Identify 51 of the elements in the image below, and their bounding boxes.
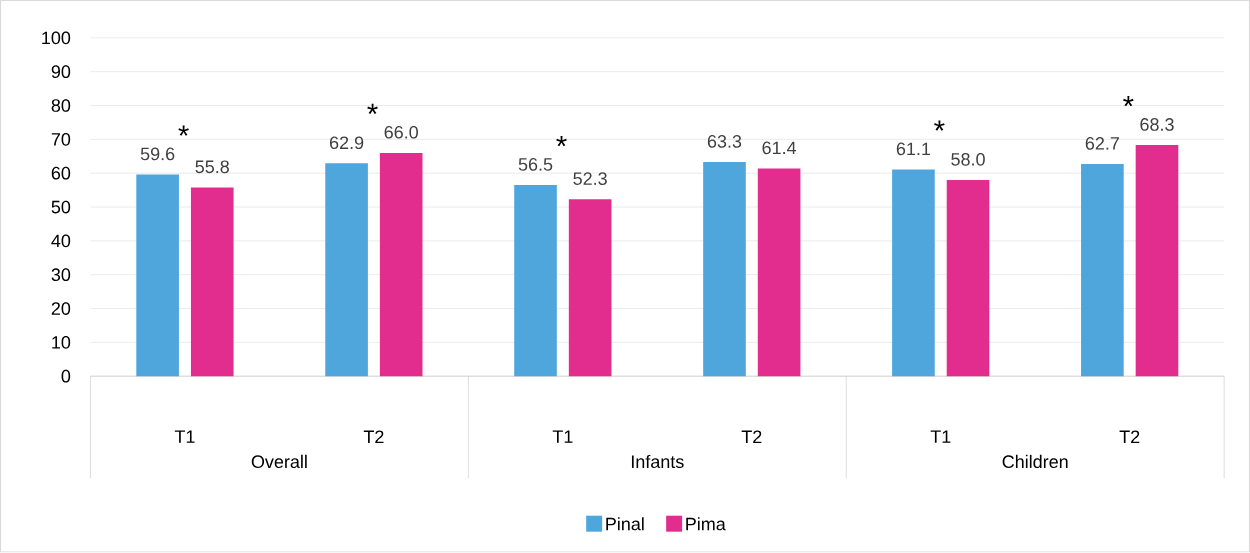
data-label: 62.7 <box>1085 137 1119 150</box>
x-tick-label: T1 <box>174 430 195 444</box>
annotation: * <box>178 125 189 136</box>
data-label: 68.3 <box>1140 118 1174 132</box>
bar <box>1135 145 1179 377</box>
annotation: * <box>556 136 567 147</box>
y-tick-label: 80 <box>51 99 71 113</box>
text: Children <box>1002 455 1068 469</box>
data-label: 61.4 <box>762 141 797 155</box>
y-tick-label: 90 <box>51 65 71 79</box>
annotation: * <box>934 120 945 131</box>
data-label: 66.0 <box>384 126 418 139</box>
annotation: * <box>1123 96 1134 107</box>
bar <box>946 180 990 377</box>
x-tick-label: T1 <box>930 430 951 444</box>
y-tick-label: 0 <box>61 370 71 383</box>
y-tick-label: 60 <box>51 167 71 180</box>
y-tick-label: 70 <box>51 133 71 146</box>
data-label: 63.3 <box>707 135 742 148</box>
bar <box>568 199 612 377</box>
x-tick-label: T2 <box>1119 430 1140 444</box>
x-tick-label: T2 <box>363 430 384 444</box>
data-label: 58.0 <box>951 153 985 166</box>
data-label: 59.6 <box>140 147 175 161</box>
text: Infants <box>631 455 684 469</box>
legend-label: Pima <box>686 517 726 531</box>
bar <box>190 187 234 377</box>
y-tick-label: 40 <box>51 234 71 248</box>
x-tick-label: T2 <box>741 430 762 444</box>
y-tick-label: 50 <box>51 200 71 214</box>
bar <box>325 163 368 377</box>
data-label: 61.1 <box>896 142 931 156</box>
bar <box>136 174 179 377</box>
bar <box>1081 164 1124 377</box>
x-tick-label: T1 <box>552 430 573 444</box>
data-label: 62.9 <box>329 136 364 150</box>
legend-label: Pinal <box>606 517 644 531</box>
data-label: 56.5 <box>518 158 553 171</box>
data-label: 52.3 <box>573 172 607 186</box>
y-tick-label: 30 <box>51 268 71 282</box>
bar <box>757 168 801 377</box>
y-tick-label: 100 <box>42 31 71 45</box>
y-tick-label: 10 <box>52 336 71 349</box>
bar <box>703 162 746 377</box>
bar <box>514 185 557 377</box>
y-tick-label: 20 <box>51 302 71 316</box>
data-label: 55.8 <box>195 160 229 174</box>
bar <box>892 169 935 377</box>
bar <box>379 153 423 377</box>
text: Overall <box>251 455 307 469</box>
annotation: * <box>367 104 378 115</box>
